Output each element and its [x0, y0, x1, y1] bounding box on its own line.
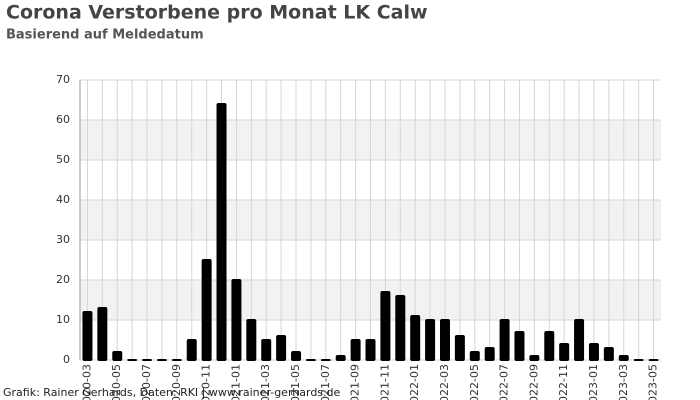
bar: [261, 339, 272, 361]
bar: [559, 343, 570, 361]
chart-title: Corona Verstorbene pro Monat LK Calw: [6, 2, 428, 24]
bar: [395, 295, 406, 361]
x-tick-label: 2020-11: [200, 364, 213, 400]
bar: [350, 339, 361, 361]
x-tick-label: 2022-09: [527, 364, 540, 400]
bar: [380, 291, 391, 361]
bar: [588, 343, 599, 361]
x-tick-label: 2023-01: [587, 364, 600, 400]
bar: [97, 307, 108, 361]
y-tick-label: 20: [56, 273, 70, 286]
x-tick-label: 2022-05: [468, 364, 481, 400]
x-tick-label: 2020-03: [80, 364, 93, 400]
x-tick-label: 2021-05: [289, 364, 302, 400]
x-tick-label: 2021-11: [378, 364, 391, 400]
bar: [425, 319, 436, 361]
bar: [439, 319, 450, 361]
chart-subtitle: Basierend auf Meldedatum: [6, 28, 204, 43]
x-tick-label: 2023-05: [647, 364, 660, 400]
bar: [410, 315, 421, 361]
bar: [246, 319, 257, 361]
x-tick-label: 2020-05: [110, 364, 123, 400]
bar: [142, 359, 153, 361]
bar: [171, 359, 182, 361]
x-tick-label: 2022-11: [557, 364, 570, 400]
x-tick-label: 2020-07: [140, 364, 153, 400]
bar: [82, 311, 93, 361]
x-tick-label: 2022-01: [408, 364, 421, 400]
y-tick-label: 30: [56, 233, 70, 246]
bar: [514, 331, 525, 361]
y-tick-label: 10: [56, 313, 70, 326]
bar: [529, 355, 540, 361]
bar: [320, 359, 331, 361]
x-tick-label: 2021-09: [349, 364, 362, 400]
bar: [618, 355, 629, 361]
y-tick-label: 50: [56, 153, 70, 166]
x-tick-label: 2021-03: [259, 364, 272, 400]
bar: [156, 359, 167, 361]
bar: [603, 347, 614, 361]
bar: [291, 351, 302, 361]
x-tick-label: 2022-03: [438, 364, 451, 400]
bar: [574, 319, 585, 361]
bar: [305, 359, 316, 361]
y-tick-label: 40: [56, 193, 70, 206]
x-tick-label: 2021-07: [319, 364, 332, 400]
bar: [127, 359, 138, 361]
bar: [112, 351, 123, 361]
y-tick-label: 70: [56, 73, 70, 86]
bar: [484, 347, 495, 361]
bar: [276, 335, 287, 361]
bar: [335, 355, 346, 361]
bar: [633, 359, 644, 361]
bar: [648, 359, 659, 361]
bar: [544, 331, 555, 361]
bar: [454, 335, 465, 361]
bar: [469, 351, 480, 361]
x-tick-label: 2023-03: [617, 364, 630, 400]
x-tick-label: 2022-07: [498, 364, 511, 400]
x-tick-label: 2021-01: [229, 364, 242, 400]
bar: [216, 103, 227, 361]
bar: [201, 259, 212, 361]
source-note: Grafik: Rainer Gerhards, Daten: RKI | ww…: [3, 386, 341, 399]
bar: [499, 319, 510, 361]
x-tick-label: 2020-09: [170, 364, 183, 400]
bar: [231, 279, 242, 361]
y-tick-label: 0: [63, 353, 70, 366]
bar: [365, 339, 376, 361]
y-tick-label: 60: [56, 113, 70, 126]
bar: [186, 339, 197, 361]
